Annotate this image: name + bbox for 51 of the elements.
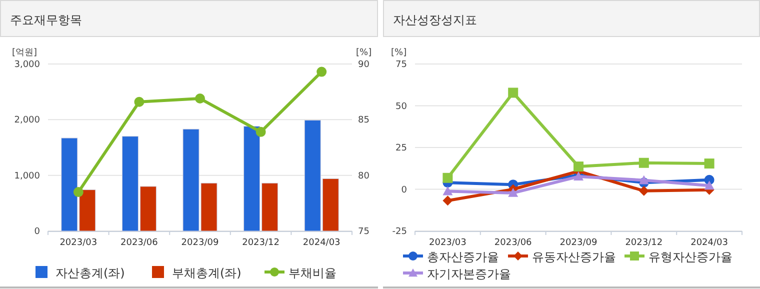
y-tick-label: 1,000 <box>14 171 40 182</box>
legend-label: 자기자본증가율 <box>427 267 511 281</box>
y-tick-label: 2,000 <box>14 116 40 126</box>
y-tick-label: 75 <box>396 60 407 70</box>
y-tick-label: 3,000 <box>14 60 40 70</box>
y2-axis-title: [%] <box>356 48 372 58</box>
point <box>508 88 518 98</box>
legend-label: 유동자산증가율 <box>532 250 616 264</box>
legend-label: 부채비율 <box>288 266 336 280</box>
chart-title: 자산성장성지표 <box>393 13 477 27</box>
y-tick-label: 0 <box>401 185 408 196</box>
y-tick-label: 50 <box>396 102 408 112</box>
point <box>442 186 453 196</box>
y2-tick-label: 75 <box>358 227 370 237</box>
y2-tick-label: 80 <box>358 171 370 182</box>
point <box>574 162 584 172</box>
x-tick-label: 2024/03 <box>690 238 728 248</box>
legend-label: 유형자산증가율 <box>648 250 732 264</box>
y-axis-title: [%] <box>391 48 407 58</box>
y-tick-label: 0 <box>34 227 40 237</box>
point <box>195 94 205 104</box>
y-tick-label: 25 <box>396 144 407 154</box>
x-tick-label: 2023/12 <box>242 238 280 248</box>
x-tick-label: 2023/03 <box>429 238 466 248</box>
y-tick-label: -25 <box>392 227 407 237</box>
x-tick-label: 2023/06 <box>120 238 158 248</box>
x-tick-label: 2023/09 <box>181 238 219 248</box>
y2-tick-label: 85 <box>358 116 370 126</box>
point <box>134 96 144 107</box>
point <box>256 126 266 137</box>
point <box>73 187 84 198</box>
legend-label: 총자산증가율 <box>427 250 499 264</box>
x-tick-label: 2023/09 <box>560 238 598 248</box>
legend-label: 자산총계(좌) <box>56 266 125 280</box>
x-tick-label: 2023/06 <box>494 238 532 248</box>
point <box>638 186 649 196</box>
point <box>508 188 518 197</box>
point <box>442 172 453 183</box>
point <box>316 66 327 77</box>
point <box>638 158 649 168</box>
x-tick-label: 2023/12 <box>625 238 663 248</box>
point <box>704 158 714 169</box>
point <box>638 175 649 184</box>
point <box>704 180 714 190</box>
y-axis-title: [억원] <box>12 48 38 58</box>
y2-tick-label: 90 <box>358 60 370 70</box>
x-tick-label: 2023/03 <box>60 238 98 248</box>
legend-label: 부채총계(좌) <box>172 266 242 280</box>
point <box>442 196 453 206</box>
chart-title: 주요재무항목 <box>10 13 82 27</box>
x-tick-label: 2024/03 <box>302 238 340 248</box>
